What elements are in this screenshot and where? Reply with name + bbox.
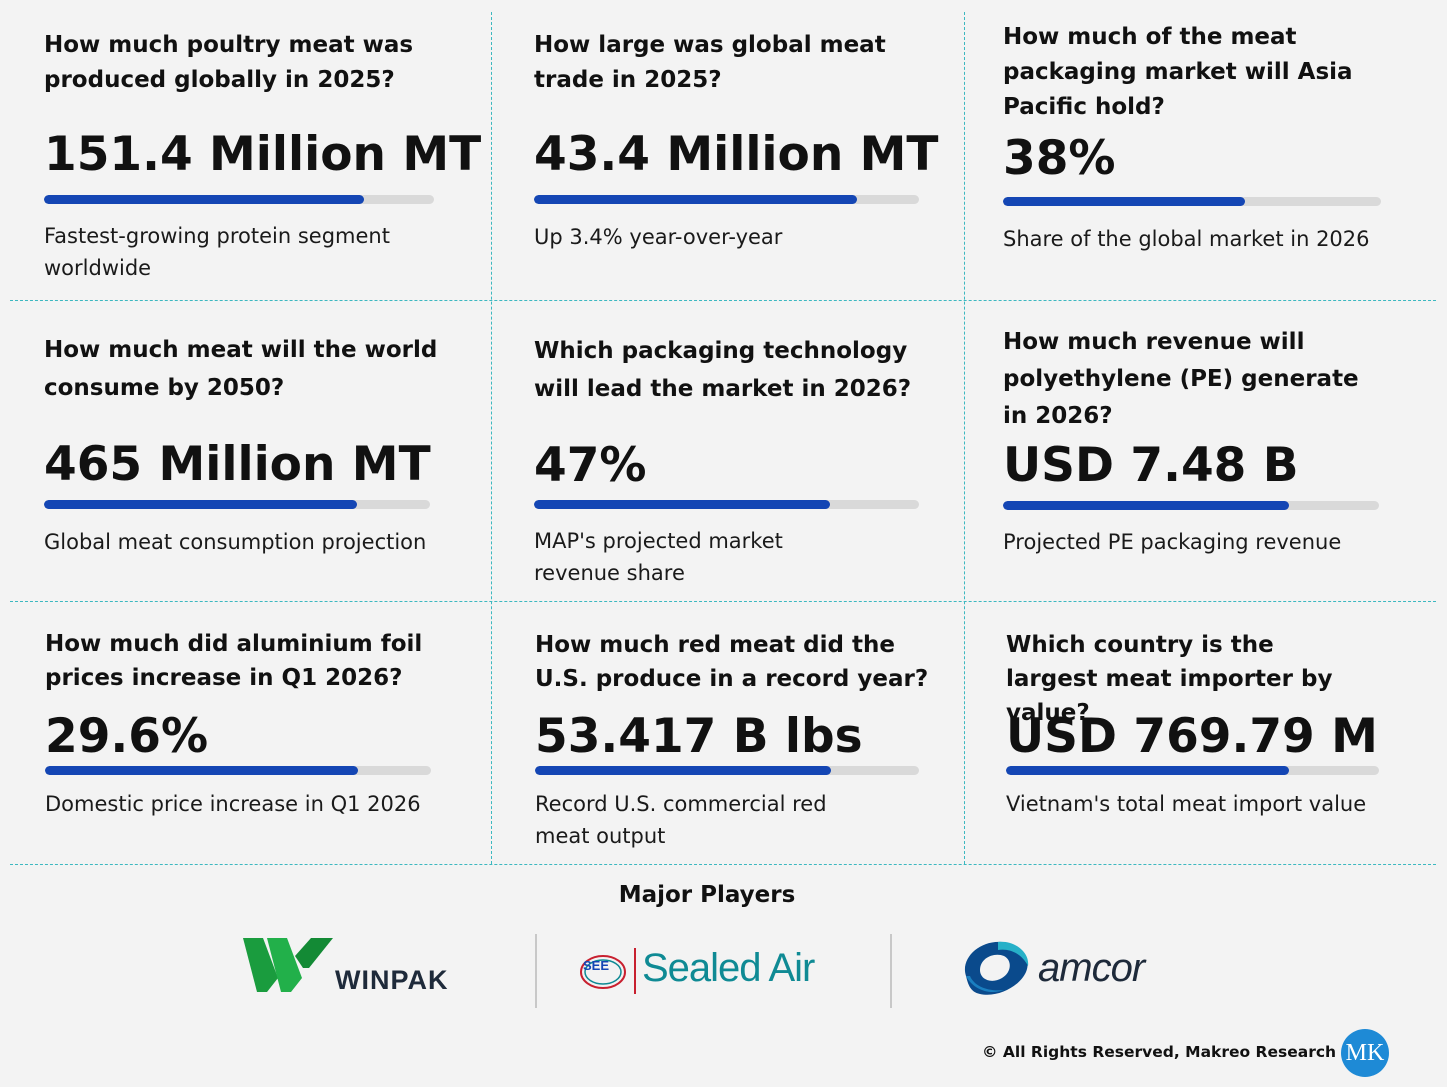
card-value: USD 7.48 B (1003, 438, 1299, 493)
stat-card-asia-pacific: How much of the meat packaging market wi… (1003, 20, 1423, 298)
progress-bar-fill (1003, 501, 1289, 510)
card-description: Fastest-growing protein segment worldwid… (44, 224, 390, 280)
stat-card-aluminium-foil: How much did aluminium foil prices incre… (45, 627, 465, 863)
card-description: Up 3.4% year-over-year (534, 225, 783, 249)
card-description: Record U.S. commercial red meat output (535, 792, 827, 848)
card-value: 29.6% (45, 709, 209, 764)
row-divider (10, 864, 1436, 865)
winpak-w-icon (243, 938, 333, 992)
card-value: 47% (534, 438, 647, 493)
card-description: Vietnam's total meat import value (1006, 792, 1367, 816)
progress-bar (1003, 501, 1379, 510)
row-divider (10, 300, 1436, 301)
logo-separator (890, 934, 892, 1008)
stat-card-world-consumption: How much meat will the world consume by … (44, 331, 464, 599)
card-question: Which packaging technology will lead the… (534, 338, 912, 402)
progress-bar-fill (45, 766, 358, 775)
stat-card-packaging-technology: Which packaging technology will lead the… (534, 332, 954, 600)
progress-bar-fill (1006, 766, 1290, 775)
card-value: 53.417 B lbs (535, 709, 863, 764)
row-divider (10, 601, 1436, 602)
stat-card-us-red-meat: How much red meat did the U.S. produce i… (535, 628, 955, 864)
card-value: USD 769.79 M (1006, 709, 1378, 764)
progress-bar-fill (44, 195, 364, 204)
card-value: 43.4 Million MT (534, 127, 939, 182)
card-question: How much of the meat packaging market wi… (1003, 24, 1353, 120)
stat-card-meat-importer: Which country is the largest meat import… (1006, 628, 1426, 864)
column-divider (964, 12, 965, 864)
card-description: Global meat consumption projection (44, 530, 427, 554)
card-description: Share of the global market in 2026 (1003, 227, 1370, 251)
card-question: How much red meat did the U.S. produce i… (535, 632, 929, 692)
progress-bar-fill (1003, 197, 1245, 206)
amcor-logo: amcor (958, 936, 1168, 1002)
card-description: Domestic price increase in Q1 2026 (45, 792, 421, 816)
progress-bar (534, 195, 919, 204)
card-question: How much meat will the world consume by … (44, 337, 438, 401)
card-description: Projected PE packaging revenue (1003, 530, 1342, 554)
amcor-wordmark: amcor (1038, 946, 1145, 990)
card-question: How much revenue will polyethylene (PE) … (1003, 329, 1359, 429)
makreo-logo-icon: MK (1341, 1029, 1389, 1077)
progress-bar (534, 500, 919, 509)
stat-card-meat-trade: How large was global meat trade in 2025?… (534, 28, 954, 298)
card-description: MAP's projected market revenue share (534, 529, 783, 585)
card-value: 151.4 Million MT (44, 127, 482, 182)
card-question: How much poultry meat was produced globa… (44, 32, 414, 93)
progress-bar (44, 195, 434, 204)
progress-bar (1003, 197, 1381, 206)
winpak-logo: WINPAK (243, 938, 488, 998)
makreo-logo-text: MK (1345, 1040, 1385, 1066)
stat-card-polyethylene: How much revenue will polyethylene (PE) … (1003, 324, 1423, 600)
progress-bar (44, 500, 430, 509)
card-value: 38% (1003, 131, 1116, 186)
sealed-air-see-icon (580, 955, 626, 989)
sealed-air-divider (634, 948, 636, 994)
amcor-ring-icon (964, 941, 1029, 995)
progress-bar (45, 766, 431, 775)
progress-bar-fill (535, 766, 831, 775)
copyright-text: © All Rights Reserved, Makreo Research (982, 1043, 1337, 1061)
card-question: How much did aluminium foil prices incre… (45, 631, 423, 691)
progress-bar (535, 766, 919, 775)
major-players-title: Major Players (618, 882, 796, 908)
progress-bar-fill (534, 195, 858, 204)
column-divider (491, 12, 492, 864)
logo-separator (535, 934, 537, 1008)
sealed-air-wordmark: Sealed Air (642, 946, 815, 990)
card-value: 465 Million MT (44, 437, 431, 492)
stat-card-poultry: How much poultry meat was produced globa… (44, 28, 481, 298)
progress-bar-fill (44, 500, 357, 509)
card-question: Which country is the largest meat import… (1006, 632, 1333, 726)
progress-bar (1006, 766, 1379, 775)
progress-bar-fill (534, 500, 831, 509)
sealed-air-logo: SEE Sealed Air (578, 944, 858, 1000)
sealed-air-see-badge: SEE (583, 958, 610, 973)
winpak-wordmark: WINPAK (335, 965, 449, 995)
card-question: How large was global meat trade in 2025? (534, 32, 886, 93)
